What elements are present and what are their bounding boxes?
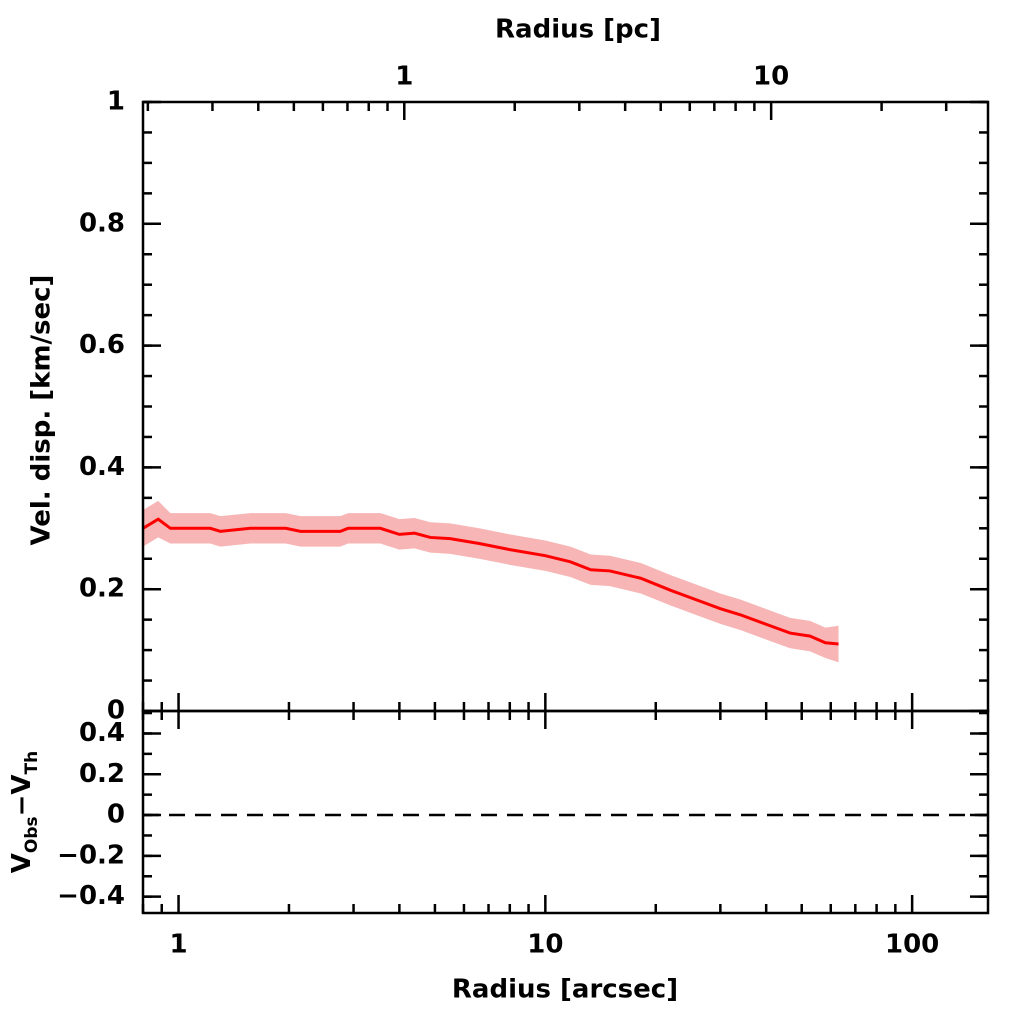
top-x-axis-title: Radius [pc] [495, 15, 661, 45]
y-tick-label: −0.2 [57, 840, 125, 870]
y-tick-label: 0 [107, 696, 125, 726]
y-axis-title: Vel. disp. [km/sec] [27, 275, 57, 546]
label-sub: Th [22, 751, 42, 775]
label-part: −V [7, 774, 37, 816]
y-tick-label: 0.6 [79, 330, 125, 360]
x-tick-label: 10 [527, 930, 563, 960]
top-x-tick-label: 1 [395, 62, 413, 92]
y-tick-label: 0 [107, 800, 125, 830]
x-tick-label: 1 [169, 930, 187, 960]
x-axis-title: Radius [arcsec] [452, 975, 678, 1005]
residual-axis-title: VObs−VTh [7, 751, 43, 874]
line [142, 517, 839, 646]
y-tick-label: 0.2 [79, 574, 125, 604]
top-x-tick-label: 10 [753, 62, 789, 92]
label-sub: Obs [22, 816, 42, 853]
y-tick-label: −0.4 [57, 881, 125, 911]
plot-frame [141, 100, 990, 713]
y-tick-label: 0.4 [79, 718, 125, 748]
y-tick-label: 1 [107, 87, 125, 117]
y-tick-label: 0.4 [79, 452, 125, 482]
label-part: V [7, 853, 37, 873]
error-band [143, 500, 839, 663]
y-tick-label: 0.2 [79, 759, 125, 789]
y-tick-label: 0.8 [79, 208, 125, 238]
x-tick-label: 100 [885, 930, 939, 960]
plot-frame [141, 709, 990, 915]
